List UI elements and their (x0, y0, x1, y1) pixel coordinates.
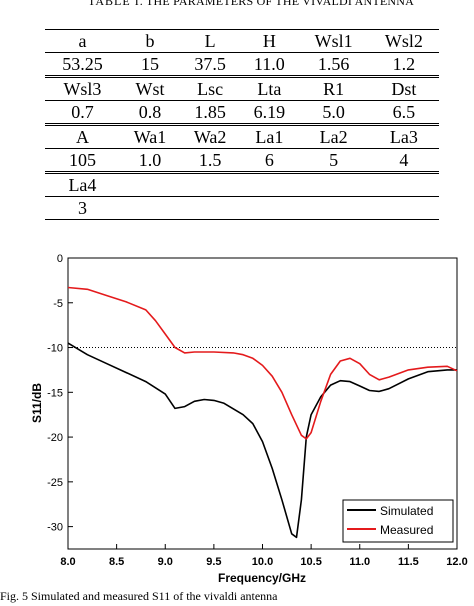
table-header-cell: La3 (368, 123, 439, 149)
table-value-row: 3 (45, 196, 439, 220)
x-tick-label: 10.5 (300, 556, 321, 568)
table-caption: TABLE I. THE PARAMETERS OF THE VIVALDI A… (0, 0, 474, 8)
table-cell: 6 (240, 148, 299, 173)
x-tick-label: 10.0 (252, 556, 273, 568)
x-axis-ticks: 8.0 8.5 9.0 9.5 10.0 10.5 11.0 11.5 12.0 (60, 544, 468, 568)
table-cell: 1.0 (119, 148, 181, 173)
table-cell: 3 (45, 196, 120, 220)
table-header-cell: H (240, 29, 299, 53)
table-cell: 0.8 (119, 100, 181, 125)
legend-label-simulated: Simulated (380, 504, 433, 518)
y-axis-ticks: 0 -5 -10 -15 -20 -25 -30 (47, 253, 73, 534)
x-tick-label: 9.5 (206, 556, 221, 568)
table-cell (119, 196, 181, 220)
y-tick-label: -10 (47, 343, 63, 355)
table-cell: 6.5 (368, 100, 439, 125)
parameters-table: a b L H Wsl1 Wsl2 53.25 15 37.5 11.0 1.5… (45, 29, 439, 220)
table-header-cell: La4 (45, 171, 120, 197)
table-value-row: 53.25 15 37.5 11.0 1.56 1.2 (45, 52, 439, 77)
legend-box (342, 499, 454, 543)
figure-caption: Fig. 5 Simulated and measured S11 of the… (0, 589, 278, 603)
series-lines (67, 286, 458, 539)
table-header-cell: Wa1 (119, 123, 181, 149)
table-header-cell: Wsl3 (45, 75, 120, 101)
table-cell: 0.7 (45, 100, 120, 125)
table-header-cell (240, 171, 299, 197)
table-header-cell: La2 (298, 123, 369, 149)
x-tick-label: 11.0 (349, 556, 370, 568)
x-tick-label: 11.5 (398, 556, 419, 568)
table-header-cell: Wsl1 (298, 29, 369, 53)
table-header-cell: Wsl2 (368, 29, 439, 53)
table-cell: 5.0 (298, 100, 369, 125)
table-header-cell: Wa2 (180, 123, 241, 149)
table-cell (368, 196, 439, 220)
table-cell: 15 (119, 52, 181, 77)
x-tick-label: 8.5 (109, 556, 124, 568)
table-cell: 1.85 (180, 100, 241, 125)
table-cell: 6.19 (240, 100, 299, 125)
table-cell: 5 (298, 148, 369, 173)
table-cell: 105 (45, 148, 120, 173)
table-header-cell (298, 171, 369, 197)
y-tick-label: -25 (47, 477, 63, 489)
x-axis-label: Frequency/GHz (218, 571, 306, 585)
table-cell (298, 196, 369, 220)
y-tick-label: -30 (47, 522, 63, 534)
x-tick-label: 12.0 (446, 556, 467, 568)
y-tick-label: 0 (57, 253, 63, 265)
s11-chart: 0 -5 -10 -15 -20 -25 -30 8.0 8.5 9.0 9.5 10.0 10.5 1… (30, 253, 468, 585)
legend-label-measured: Measured (380, 523, 433, 537)
table-cell (180, 196, 241, 220)
table-header-row: Wsl3 Wst Lsc Lta R1 Dst (45, 75, 439, 101)
table-header-cell: La1 (240, 123, 299, 149)
table-header-cell: b (119, 29, 181, 53)
y-axis-label: S11/dB (30, 383, 44, 423)
table-cell: 37.5 (180, 52, 241, 77)
table-cell (240, 196, 299, 220)
table-header-cell (180, 171, 241, 197)
table-label: TABLE I. (88, 0, 144, 8)
table-cell: 1.56 (298, 52, 369, 77)
table-cell: 4 (368, 148, 439, 173)
y-tick-label: -15 (47, 387, 63, 399)
table-cell: 11.0 (240, 52, 299, 77)
table-header-cell: L (180, 29, 241, 53)
table-header-cell: Dst (368, 75, 439, 101)
table-header-cell: A (45, 123, 120, 149)
table-header-cell: R1 (298, 75, 369, 101)
x-tick-label: 9.0 (158, 556, 173, 568)
table-header-row: a b L H Wsl1 Wsl2 (45, 29, 439, 53)
table-value-row: 0.7 0.8 1.85 6.19 5.0 6.5 (45, 100, 439, 125)
table-cell: 1.2 (368, 52, 439, 77)
series-line-simulated (67, 342, 457, 539)
legend: Simulated Measured (342, 499, 454, 543)
table-header-row: A Wa1 Wa2 La1 La2 La3 (45, 123, 439, 149)
y-tick-label: -5 (53, 298, 63, 310)
series-line-measured (67, 286, 458, 440)
y-tick-label: -20 (47, 432, 63, 444)
table-header-cell (368, 171, 439, 197)
table-cell: 1.5 (180, 148, 241, 173)
table-header-cell (119, 171, 181, 197)
table-cell: 53.25 (45, 52, 120, 77)
table-header-cell: Lsc (180, 75, 241, 101)
table-value-row: 105 1.0 1.5 6 5 4 (45, 148, 439, 173)
table-header-cell: a (45, 29, 120, 53)
table-header-cell: Wst (119, 75, 181, 101)
table-title: THE PARAMETERS OF THE VIVALDI ANTENNA (146, 0, 414, 8)
x-tick-label: 8.0 (60, 556, 75, 568)
table-header-row: La4 (45, 171, 439, 197)
table-header-cell: Lta (240, 75, 299, 101)
